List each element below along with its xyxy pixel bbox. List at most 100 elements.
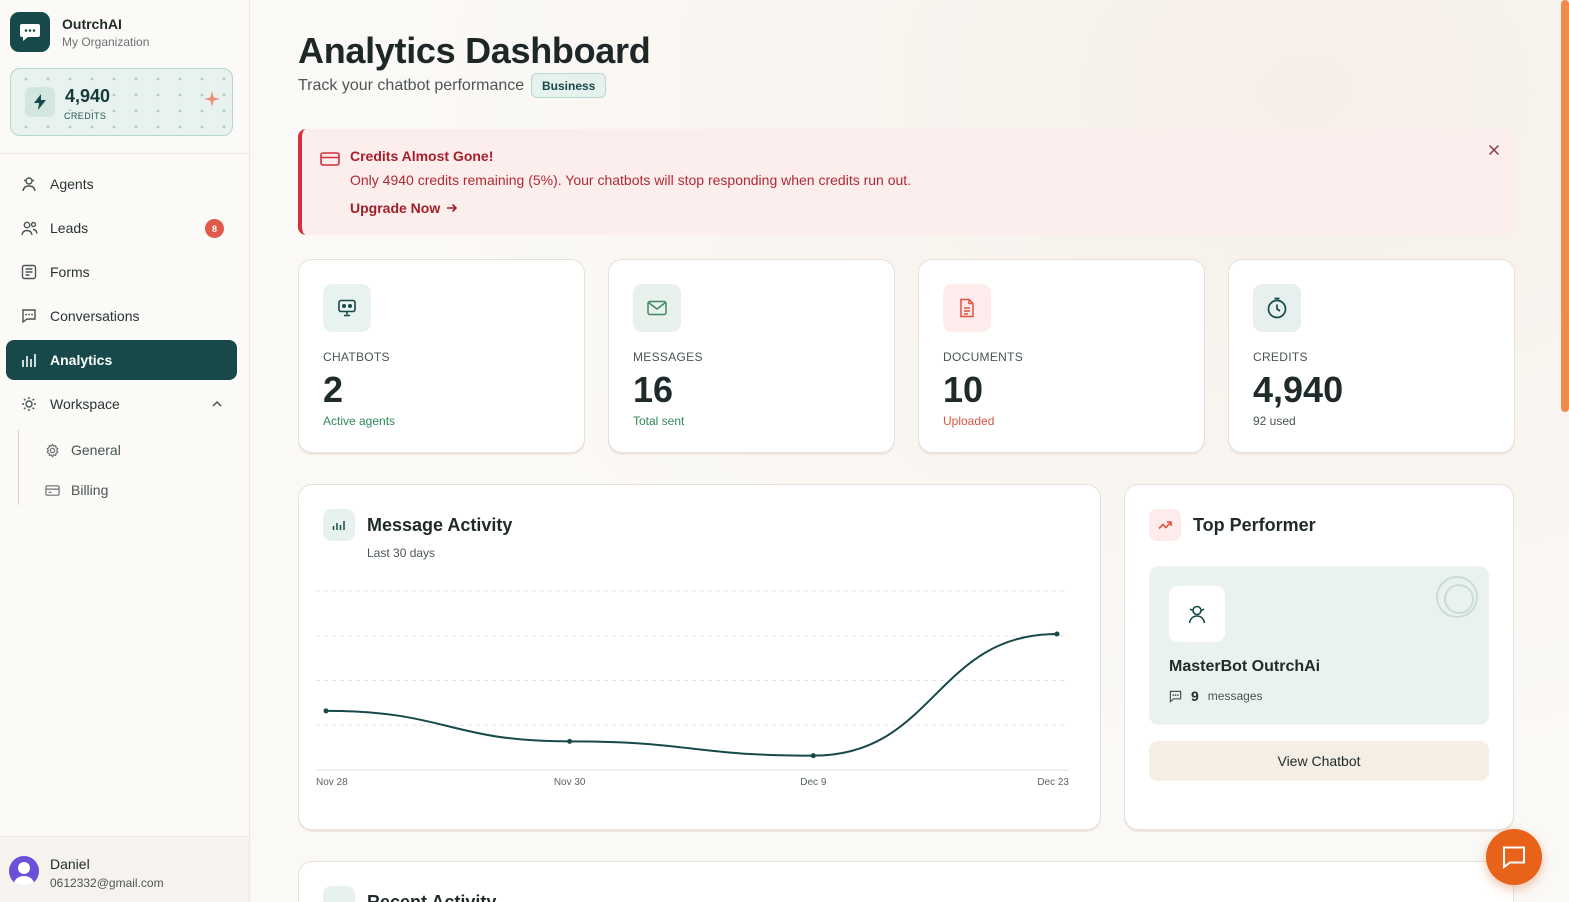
chart-x-tick-label: Nov 28 (316, 777, 348, 788)
chat-logo-icon (10, 12, 50, 52)
sidebar-item-workspace[interactable]: Workspace (6, 384, 237, 424)
view-chatbot-button[interactable]: View Chatbot (1149, 741, 1489, 781)
sidebar-item-label: Workspace (50, 396, 120, 412)
chart-point[interactable] (810, 753, 816, 759)
sparkle-icon (204, 91, 220, 112)
sidebar: OutrchAI My Organization 4,940 CREDITS A… (0, 0, 250, 902)
workspace-subnav: General Billing (18, 430, 218, 505)
stat-sub: Total sent (633, 414, 685, 428)
message-count: 9 (1191, 688, 1199, 704)
sidebar-subitem-label: General (71, 442, 121, 458)
stat-value: 2 (323, 369, 344, 410)
conversations-icon (20, 307, 38, 325)
gear-icon (44, 442, 60, 458)
chart-point[interactable] (1054, 631, 1060, 637)
credits-widget[interactable]: 4,940 CREDITS (10, 68, 233, 136)
sidebar-divider (0, 153, 249, 154)
user-profile[interactable]: Daniel 0612332@gmail.com (0, 836, 249, 902)
upgrade-now-label: Upgrade Now (350, 200, 441, 216)
sidebar-item-label: Leads (50, 220, 89, 236)
scrollbar[interactable] (1561, 0, 1569, 412)
stat-card-credits[interactable]: CREDITS 4,940 92 used (1228, 259, 1515, 453)
stat-sub: Uploaded (943, 414, 995, 428)
chart-point[interactable] (567, 738, 573, 744)
clock-icon (1253, 284, 1301, 332)
chart-x-tick-label: Nov 30 (554, 777, 586, 788)
alert-title: Credits Almost Gone! (350, 148, 494, 164)
user-email: 0612332@gmail.com (50, 876, 164, 890)
agent-avatar-icon (1169, 586, 1225, 642)
chatbot-icon (323, 284, 371, 332)
sidebar-item-general[interactable]: General (19, 430, 218, 470)
chart-point[interactable] (323, 708, 329, 714)
chevron-up-icon[interactable] (211, 397, 223, 413)
sidebar-item-label: Agents (50, 176, 94, 192)
chat-widget-button[interactable] (1486, 829, 1542, 885)
panel-title: Message Activity (367, 515, 513, 535)
user-name: Daniel (50, 856, 90, 872)
avatar (9, 856, 39, 886)
analytics-icon (20, 351, 38, 369)
page-title: Analytics Dashboard (298, 30, 651, 71)
sidebar-item-label: Conversations (50, 308, 140, 324)
credits-label: CREDITS (64, 111, 107, 121)
sidebar-item-label: Analytics (50, 352, 113, 368)
workspace-icon (20, 395, 38, 413)
chart-x-tick-label: Dec 9 (800, 777, 827, 788)
org-subtitle: My Organization (62, 34, 150, 49)
activity-icon (323, 886, 355, 902)
top-performer-name: MasterBot OutrchAi (1169, 658, 1321, 675)
sidebar-item-forms[interactable]: Forms (6, 252, 237, 292)
panel-title: Top Performer (1193, 515, 1316, 535)
chat-bubble-icon (1503, 846, 1525, 869)
close-icon[interactable] (1486, 142, 1502, 158)
stat-value: 16 (633, 369, 674, 410)
top-performer-card[interactable]: MasterBot OutrchAi 9 messages (1149, 566, 1489, 725)
sidebar-item-leads[interactable]: Leads 8 (6, 208, 237, 248)
card-icon (44, 482, 60, 498)
bar-chart-icon (323, 509, 355, 541)
agents-icon (20, 175, 38, 193)
sidebar-item-conversations[interactable]: Conversations (6, 296, 237, 336)
chart-x-tick-label: Dec 23 (1037, 777, 1069, 788)
arrow-right-icon (446, 202, 458, 214)
top-performer-messages: 9 messages (1169, 688, 1263, 704)
message-count-label: messages (1207, 689, 1263, 703)
stat-sub: 92 used (1253, 414, 1296, 428)
stat-card-chatbots[interactable]: CHATBOTS 2 Active agents (298, 259, 585, 453)
trending-up-icon (1149, 509, 1181, 541)
sidebar-item-label: Forms (50, 264, 90, 280)
stat-label: DOCUMENTS (943, 350, 1024, 364)
credit-card-icon (320, 151, 340, 172)
sidebar-item-analytics[interactable]: Analytics (6, 340, 237, 380)
chart-series-line (325, 632, 1058, 757)
page-subtitle: Track your chatbot performance (298, 77, 525, 94)
document-icon (943, 284, 991, 332)
alert-message: Only 4940 credits remaining (5%). Your c… (350, 172, 912, 188)
stat-card-messages[interactable]: MESSAGES 16 Total sent (608, 259, 895, 453)
message-activity-panel: Message Activity Last 30 days Nov 28 Nov … (298, 484, 1101, 830)
sidebar-subitem-label: Billing (71, 482, 109, 498)
stat-card-documents[interactable]: DOCUMENTS 10 Uploaded (918, 259, 1205, 453)
credits-alert: Credits Almost Gone! Only 4940 credits r… (298, 129, 1514, 235)
main-content: Analytics Dashboard Track your chatbot p… (250, 0, 1569, 902)
lightning-icon (25, 87, 55, 117)
top-performer-panel: Top Performer MasterBot OutrchAi 9 messa… (1124, 484, 1514, 830)
decorative-ring (1436, 576, 1478, 618)
message-icon (1169, 690, 1182, 703)
panel-title: Recent Activity (367, 892, 497, 902)
stat-label: MESSAGES (633, 350, 703, 364)
org-name: OutrchAI (62, 15, 122, 32)
forms-icon (20, 263, 38, 281)
sidebar-item-agents[interactable]: Agents (6, 164, 237, 204)
sidebar-nav: Agents Leads 8 Forms Conversations Ana (6, 164, 237, 428)
stat-value: 4,940 (1253, 369, 1344, 410)
leads-count-badge: 8 (205, 219, 224, 238)
mail-icon (633, 284, 681, 332)
org-switcher[interactable]: OutrchAI My Organization (10, 12, 149, 52)
sidebar-item-billing[interactable]: Billing (19, 470, 218, 510)
stat-label: CHATBOTS (323, 350, 390, 364)
credits-value: 4,940 (64, 86, 112, 107)
plan-badge: Business (531, 73, 607, 98)
upgrade-now-link[interactable]: Upgrade Now (350, 200, 458, 216)
